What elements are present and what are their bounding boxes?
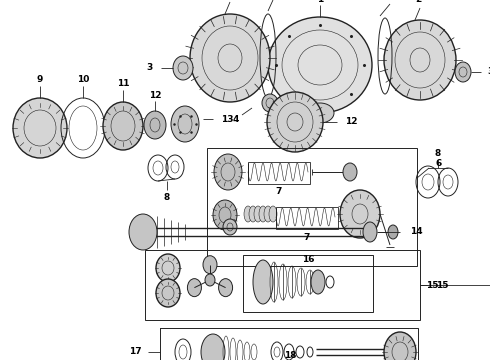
Ellipse shape	[249, 206, 257, 222]
Ellipse shape	[264, 206, 272, 222]
Ellipse shape	[213, 200, 237, 230]
Text: 7: 7	[304, 233, 310, 242]
Bar	[207, 148, 417, 266]
Ellipse shape	[244, 206, 252, 222]
Ellipse shape	[156, 279, 180, 307]
Ellipse shape	[214, 154, 242, 190]
Bar	[276, 207, 338, 229]
Ellipse shape	[187, 279, 201, 297]
Text: 1: 1	[317, 0, 323, 4]
Ellipse shape	[253, 260, 273, 304]
Ellipse shape	[190, 14, 270, 102]
Ellipse shape	[129, 214, 157, 250]
Ellipse shape	[223, 219, 237, 235]
Ellipse shape	[103, 102, 143, 150]
Ellipse shape	[171, 106, 199, 142]
Bar	[160, 328, 418, 360]
Ellipse shape	[343, 163, 357, 181]
Text: 13: 13	[221, 114, 234, 123]
Ellipse shape	[205, 274, 215, 286]
Text: 18: 18	[284, 351, 296, 360]
Text: 7: 7	[276, 188, 282, 197]
Text: 15: 15	[436, 280, 448, 289]
Ellipse shape	[13, 98, 67, 158]
Text: 3: 3	[487, 68, 490, 77]
Bar	[243, 255, 373, 312]
Text: 15: 15	[426, 280, 439, 289]
Ellipse shape	[254, 206, 262, 222]
Text: 6: 6	[435, 159, 441, 168]
Text: 10: 10	[77, 76, 89, 85]
Text: 11: 11	[117, 80, 129, 89]
Ellipse shape	[384, 332, 416, 360]
Ellipse shape	[267, 92, 323, 152]
Text: 16: 16	[302, 256, 314, 265]
Text: 8: 8	[163, 193, 170, 202]
Ellipse shape	[219, 279, 233, 297]
Text: 3: 3	[147, 63, 153, 72]
Ellipse shape	[311, 270, 325, 294]
Ellipse shape	[268, 17, 372, 113]
Text: 17: 17	[129, 347, 141, 356]
Text: 12: 12	[149, 90, 161, 99]
Bar	[248, 162, 310, 184]
Ellipse shape	[306, 103, 334, 123]
Ellipse shape	[144, 111, 166, 139]
Ellipse shape	[156, 254, 180, 282]
Ellipse shape	[455, 62, 471, 82]
Ellipse shape	[201, 334, 225, 360]
Ellipse shape	[262, 94, 278, 112]
Ellipse shape	[173, 56, 193, 80]
Text: 8: 8	[435, 149, 441, 158]
Ellipse shape	[384, 20, 456, 100]
Text: 12: 12	[345, 117, 358, 126]
Ellipse shape	[259, 206, 267, 222]
Ellipse shape	[269, 206, 277, 222]
Text: 5: 5	[387, 0, 393, 1]
Ellipse shape	[388, 225, 398, 239]
Text: 14: 14	[410, 228, 423, 237]
Text: 2: 2	[415, 0, 421, 4]
Text: 9: 9	[37, 76, 43, 85]
Text: 4: 4	[233, 114, 239, 123]
Ellipse shape	[363, 222, 377, 242]
Ellipse shape	[340, 190, 380, 238]
Ellipse shape	[203, 256, 217, 274]
Bar	[145, 250, 420, 320]
